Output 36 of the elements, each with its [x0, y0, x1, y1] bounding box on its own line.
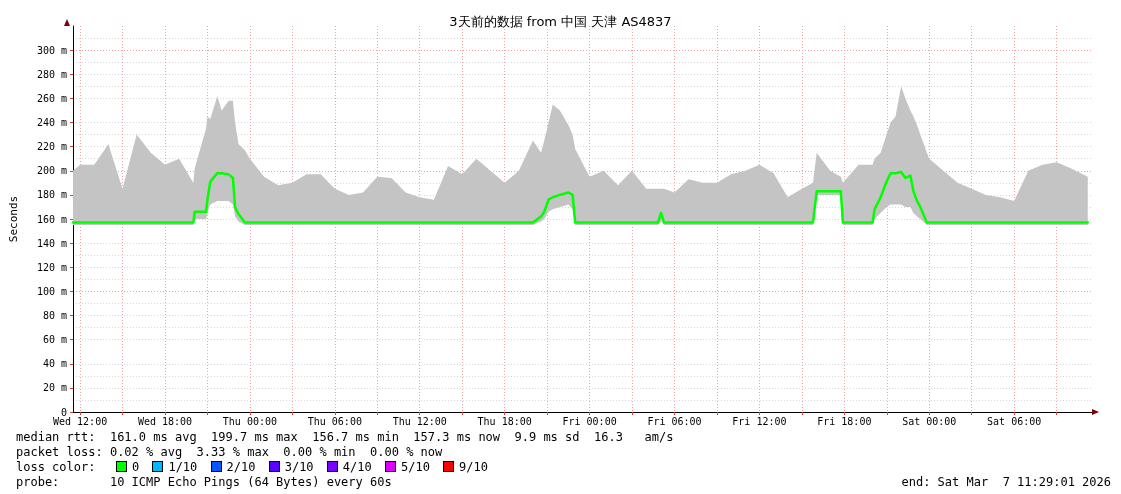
x-tick-label: Fri 12:00 [732, 415, 787, 427]
y-tick-label: 100 m [36, 285, 67, 297]
y-tick-label: 120 m [36, 261, 67, 273]
text: loss color: 0 1/10 2/10 3/10 4/10 5/10 9/10 [16, 460, 489, 474]
x-tick-label: Wed 18:00 [137, 415, 193, 427]
y-axis-title: Seconds [7, 195, 20, 243]
text: median rtt: 161.0 ms avg 199.7 ms max 156.7 ms min 157.3 ms now 9.9 ms sd 16.3 am/s [16, 430, 675, 445]
x-tick-label: Fri 00:00 [562, 415, 617, 427]
y-tick-label: 300 m [36, 44, 67, 56]
y-tick-label: 20 m [42, 382, 67, 394]
y-tick-label: 80 m [42, 310, 67, 321]
y-tick-label: 220 m [36, 141, 67, 153]
x-tick-label: Sat 06:00 [987, 415, 1042, 427]
y-tick-label: 40 m [42, 358, 67, 370]
y-tick-label: 240 m [36, 117, 67, 128]
x-tick-label: Thu 12:00 [392, 415, 447, 427]
x-tick-label: Fri 18:00 [817, 415, 872, 427]
y-tick-label: 60 m [42, 334, 67, 346]
y-tick-label: 180 m [36, 189, 67, 201]
text: probe: 10 ICMP Echo Pings (64 Bytes) every 60s [16, 475, 392, 489]
x-tick-label: Thu 18:00 [477, 415, 532, 427]
chart-title: 3天前的数据 from 中国 天津 AS4837 [449, 14, 672, 29]
y-tick-label: 280 m [36, 68, 67, 80]
x-tick-label: Fri 06:00 [647, 415, 702, 427]
y-tick-label: 160 m [36, 213, 67, 225]
x-tick-label: Thu 06:00 [307, 415, 362, 427]
line-series [71, 170, 1089, 224]
y-tick-label: 140 m [36, 237, 67, 249]
y-tick-label: 260 m [36, 92, 67, 104]
x-tick-label: Wed 12:00 [52, 415, 108, 427]
y-tick-label: 200 m [36, 165, 67, 177]
text: end: Sat Mar 7 11:29:01 2026 [901, 475, 1111, 490]
x-tick-label: Sat 00:00 [902, 415, 957, 427]
text: packet loss: 0.02 % avg 3.33 % max 0.00 % min 0.00 % now [16, 445, 444, 460]
y-tick-label: 0 [60, 406, 67, 418]
x-tick-label: Thu 00:00 [222, 415, 277, 427]
